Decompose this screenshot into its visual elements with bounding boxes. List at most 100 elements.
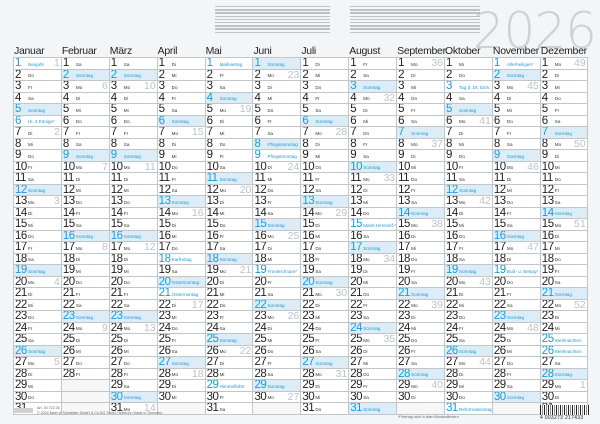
day-number: 4 <box>493 92 500 104</box>
day-number: 4 <box>302 92 309 104</box>
weekday-label: Mi <box>219 211 225 216</box>
day-cell: 27 Sonntag <box>301 357 349 369</box>
day-cell: 14 Fr <box>61 207 109 219</box>
day-number: 17 <box>62 242 75 253</box>
day-number: 26 <box>350 345 363 357</box>
weekday-label: Mo <box>28 280 35 285</box>
day-cell: 1 Di <box>157 58 205 70</box>
weekday-label: Mo <box>267 73 274 78</box>
weekday-label: Sonntag <box>411 291 429 297</box>
day-number: 15 <box>15 219 27 230</box>
day-cell: 26 Do <box>253 345 301 357</box>
day-cell: 18 Sa <box>14 253 61 265</box>
day-number: 8 <box>350 138 357 150</box>
day-cell: 3 Do <box>301 81 349 93</box>
weekday-label: Sa <box>459 337 465 343</box>
day-cell: 7 Sonntag <box>540 127 587 139</box>
weekday-label: Do <box>75 280 82 285</box>
day-number: 16 <box>158 230 171 242</box>
day-number: 22 <box>110 299 123 311</box>
weekday-label: Do <box>554 176 561 182</box>
day-cell: 6 Sa <box>540 115 587 127</box>
weekday-label: Mi <box>28 383 33 389</box>
day-number: 4 <box>254 92 261 104</box>
day-cell: 23 Sonntag <box>109 311 157 323</box>
day-cell: 1 Allerheiligen* <box>492 58 540 70</box>
day-cell: 20 Sa <box>397 276 445 288</box>
day-cell: 5 Sa <box>157 104 205 116</box>
week-number: 52 <box>574 299 586 311</box>
day-number: 31 <box>206 403 219 414</box>
day-number: 6 <box>15 115 21 127</box>
weekday-label: Fr <box>267 199 272 205</box>
weekday-label: Sa <box>171 107 178 113</box>
day-number: 28 <box>398 368 410 380</box>
day-number: 6 <box>446 115 452 127</box>
holiday-label: Ostersonntag <box>171 280 200 285</box>
week-number: 33 <box>383 173 396 184</box>
weekday-label: Di <box>459 372 464 377</box>
day-number: 5 <box>446 104 452 115</box>
day-cell: 30 Do <box>445 391 492 403</box>
day-cell: 18 Karfreitag <box>157 253 205 265</box>
week-number: 18 <box>191 368 204 380</box>
day-number: 4 <box>398 92 405 104</box>
day-cell: 6 Do <box>61 115 109 127</box>
week-number: 32 <box>383 92 396 104</box>
weekday-label: Mo <box>506 84 514 90</box>
day-number: 18 <box>110 253 123 265</box>
weekday-label: Sa <box>219 84 226 90</box>
day-cell: 12 Fr <box>540 184 587 196</box>
day-number: 8 <box>158 138 165 150</box>
weekday-label: Fr <box>506 291 512 297</box>
day-cell: 24 Mi <box>540 322 587 334</box>
day-number: 13 <box>541 196 554 207</box>
day-number: 21 <box>446 288 458 299</box>
weekday-label: Sa <box>411 360 417 366</box>
week-number: 8 <box>101 242 108 253</box>
weekday-label: Sonntag <box>554 211 572 216</box>
school-holidays-table-left <box>215 6 330 40</box>
weekday-label: Sa <box>171 188 178 193</box>
day-number: 11 <box>158 173 170 184</box>
day-number: 30 <box>254 391 267 403</box>
day-number: 3 <box>62 81 69 92</box>
day-cell: 15 Sonntag <box>253 219 301 231</box>
day-number: 25 <box>158 334 171 345</box>
day-cell: 14 Di <box>14 207 61 219</box>
weekday-label: Mo <box>411 383 418 389</box>
day-cell: 4 Sa <box>445 92 492 104</box>
day-cell: 11 Di <box>61 173 109 185</box>
day-number: 24 <box>15 322 27 334</box>
weekday-label: Mi <box>554 84 560 90</box>
weekday-label: Mo <box>219 107 226 113</box>
day-cell: 5 Sonntag <box>14 104 61 116</box>
weekday-label: Sonntag <box>28 107 46 113</box>
day-cell: 30 Di <box>540 391 587 403</box>
day-number: 26 <box>446 345 458 357</box>
day-cell: 9 Pfingstmontag <box>253 150 301 162</box>
weekday-label: Do <box>28 234 34 239</box>
week-number: 11 <box>144 161 156 173</box>
day-number: 25 <box>254 334 267 345</box>
day-cell: 14 Di <box>445 207 492 219</box>
day-cell: 24 Mo 48 <box>492 322 540 334</box>
weekday-label: Do <box>75 199 82 205</box>
day-cell: 8 Pfingstsonntag <box>253 138 301 150</box>
weekday-label: Mo <box>315 130 322 136</box>
weekday-label: Mo <box>123 84 131 90</box>
week-number: 46 <box>527 161 539 173</box>
holiday-label: Weihnachten <box>554 349 582 354</box>
day-number: 16 <box>302 230 315 242</box>
day-number: 14 <box>110 207 123 219</box>
day-cell: 12 Di <box>349 184 397 196</box>
weekday-label: Sonntag <box>123 73 141 78</box>
day-cell: 17 Mi <box>397 242 445 254</box>
day-number: 19 <box>541 265 554 276</box>
day-cell: 17 Fr <box>14 242 61 254</box>
day-number: 8 <box>398 138 405 150</box>
day-cell: 29 Di <box>301 380 349 392</box>
day-cell: 30 Do <box>14 391 61 403</box>
empty-cell <box>61 391 109 403</box>
weekday-label: Do <box>411 176 417 182</box>
